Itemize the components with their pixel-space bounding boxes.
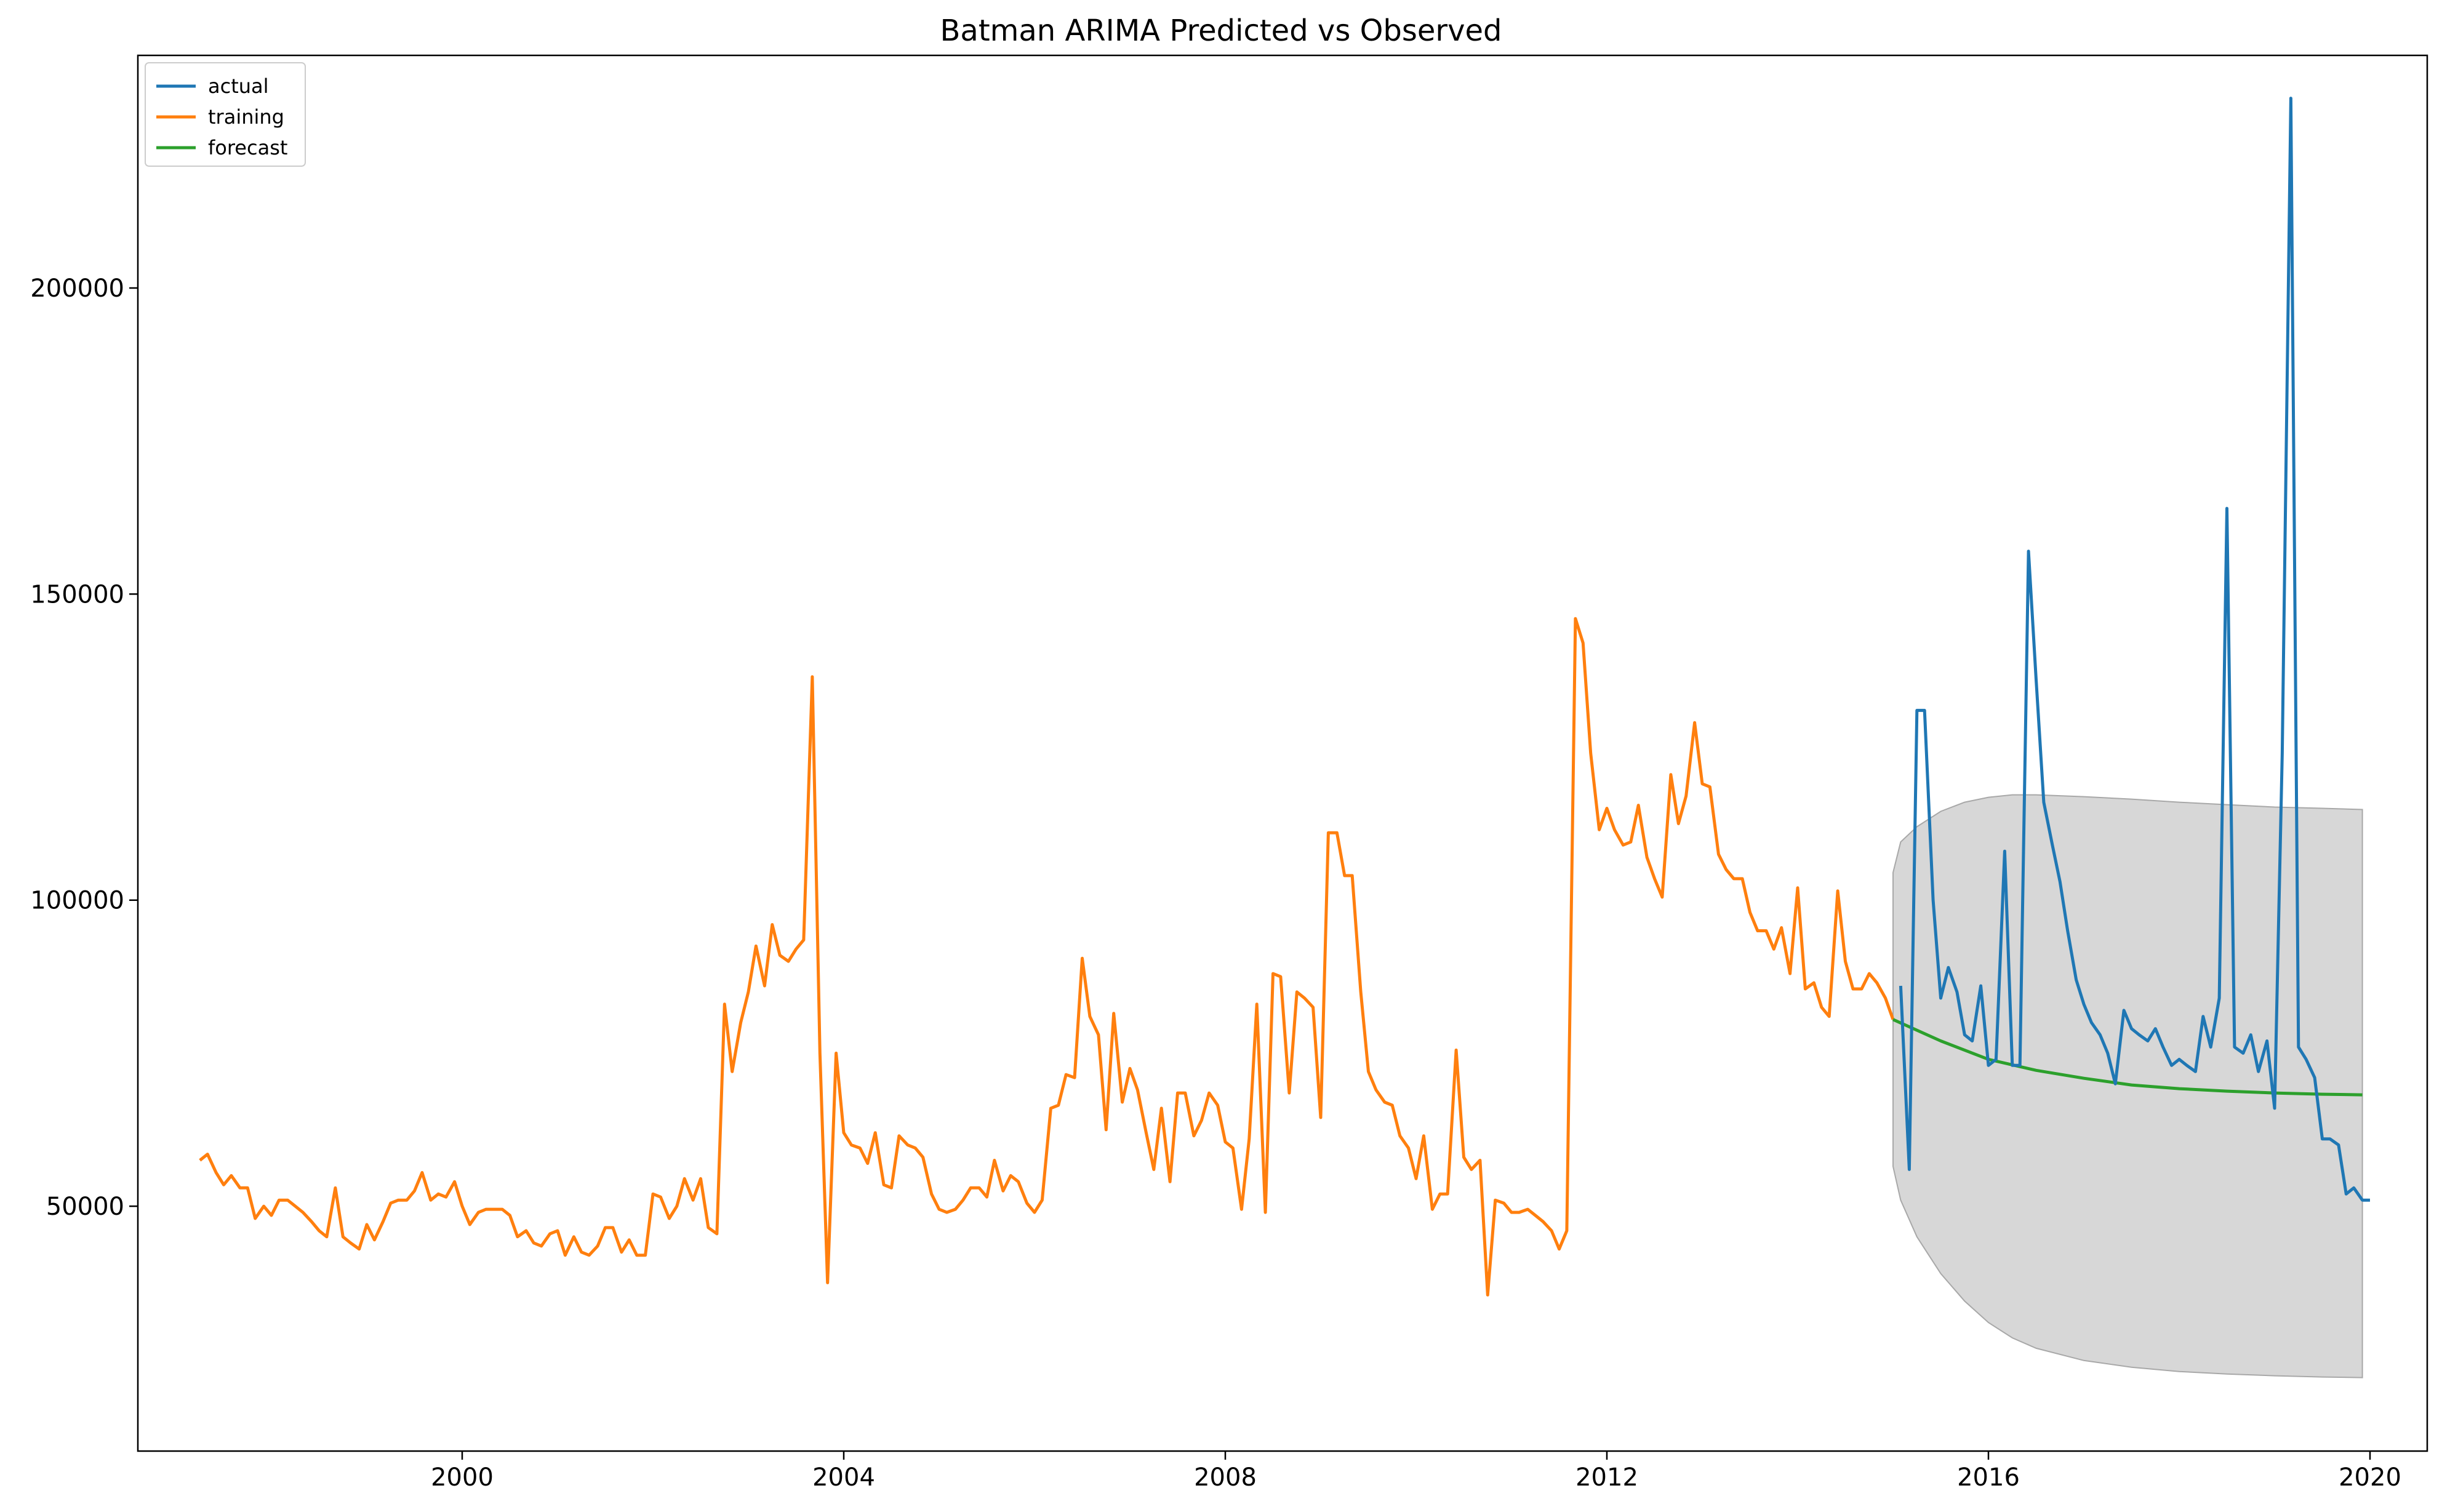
x-tick-label: 2004 (812, 1463, 875, 1492)
y-tick-label: 200000 (30, 274, 124, 303)
legend-label-actual: actual (208, 74, 269, 98)
legend-box (145, 62, 306, 167)
x-tick-label: 2008 (1194, 1463, 1257, 1492)
y-tick-label: 150000 (30, 580, 124, 609)
axes-frame (137, 54, 2428, 1452)
x-tick-label: 2020 (2339, 1463, 2401, 1492)
y-tick-label: 50000 (46, 1193, 124, 1221)
series-line-training (199, 617, 1895, 1297)
x-tick-label: 2012 (1575, 1463, 1638, 1492)
series-line-actual (1899, 97, 2370, 1202)
axes: 2000 2004 2008 2012 2016 2020 50000 100000 15000… (30, 54, 2428, 1492)
plot-area (199, 97, 2370, 1378)
legend-label-training: training (208, 105, 284, 129)
series-line-forecast (1892, 1018, 2363, 1097)
legend: actual training forecast (145, 62, 306, 167)
x-tick-label: 2016 (1957, 1463, 2020, 1492)
y-tick-label: 100000 (30, 887, 124, 915)
x-tick-label: 2000 (431, 1463, 494, 1492)
chart-title: Batman ARIMA Predicted vs Observed (940, 14, 1502, 48)
confidence-band (1892, 794, 2363, 1378)
legend-label-forecast: forecast (208, 136, 287, 159)
